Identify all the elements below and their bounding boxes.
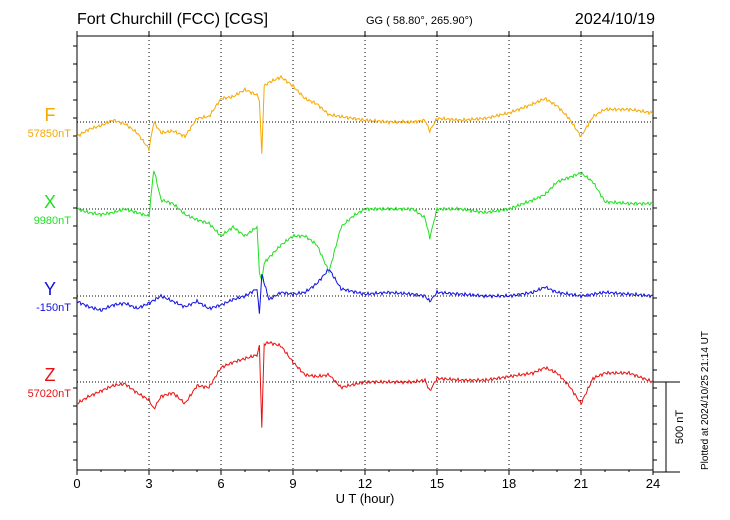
series-baseline-z: 57020nT bbox=[28, 388, 72, 400]
chart-date: 2024/10/19 bbox=[574, 11, 655, 28]
series-line-z bbox=[77, 340, 654, 428]
series-line-x bbox=[76, 170, 654, 283]
series-name-x: X bbox=[44, 192, 56, 212]
series-line-y bbox=[76, 269, 654, 314]
series-baseline-y: -150nT bbox=[36, 302, 71, 314]
series-name-y: Y bbox=[44, 279, 56, 299]
x-tick-label: 15 bbox=[430, 476, 444, 491]
x-axis-label: U T (hour) bbox=[336, 491, 395, 506]
x-tick-label: 0 bbox=[73, 476, 80, 491]
series-baseline-f: 57850nT bbox=[28, 128, 72, 140]
station-coordinates: GG ( 58.80°, 265.90°) bbox=[366, 15, 473, 27]
x-tick-label: 24 bbox=[646, 476, 660, 491]
series-baseline-x: 9980nT bbox=[34, 215, 72, 227]
x-tick-label: 21 bbox=[574, 476, 588, 491]
x-tick-label: 9 bbox=[289, 476, 296, 491]
plotted-timestamp: Plotted at 2024/10/25 21:14 UT bbox=[700, 331, 711, 470]
x-tick-label: 18 bbox=[502, 476, 516, 491]
x-tick-label: 6 bbox=[217, 476, 224, 491]
scale-bar-label: 500 nT bbox=[674, 410, 686, 445]
series-name-z: Z bbox=[45, 365, 56, 385]
series-line-f bbox=[76, 74, 654, 154]
x-tick-label: 12 bbox=[358, 476, 372, 491]
x-tick-label: 3 bbox=[145, 476, 152, 491]
station-title: Fort Churchill (FCC) [CGS] bbox=[77, 11, 269, 28]
series-name-f: F bbox=[45, 105, 56, 125]
